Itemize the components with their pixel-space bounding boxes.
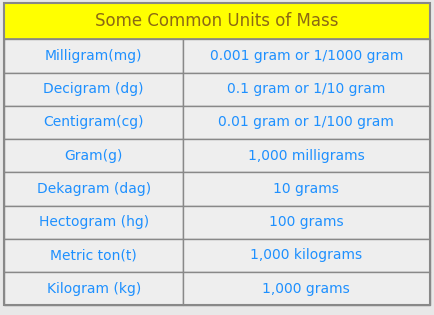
Text: 1,000 grams: 1,000 grams [263, 282, 350, 295]
Bar [4, 239, 183, 272]
Bar [183, 239, 430, 272]
Text: 1,000 kilograms: 1,000 kilograms [250, 249, 362, 262]
Text: 0.01 gram or 1/100 gram: 0.01 gram or 1/100 gram [218, 116, 394, 129]
Text: 0.001 gram or 1/1000 gram: 0.001 gram or 1/1000 gram [210, 49, 403, 63]
Text: Centigram(cg): Centigram(cg) [43, 116, 144, 129]
Bar [4, 139, 183, 172]
Text: Kilogram (kg): Kilogram (kg) [46, 282, 141, 295]
Bar [183, 139, 430, 172]
Text: Hectogram (hg): Hectogram (hg) [39, 215, 149, 229]
Text: Milligram(mg): Milligram(mg) [45, 49, 142, 63]
Text: Dekagram (dag): Dekagram (dag) [36, 182, 151, 196]
Text: Decigram (dg): Decigram (dg) [43, 82, 144, 96]
Bar [183, 73, 430, 106]
Bar [4, 172, 183, 205]
Bar [4, 272, 183, 305]
Text: 0.1 gram or 1/10 gram: 0.1 gram or 1/10 gram [227, 82, 385, 96]
Text: 100 grams: 100 grams [269, 215, 344, 229]
Bar [4, 39, 183, 73]
Bar [4, 106, 183, 139]
Text: 10 grams: 10 grams [273, 182, 339, 196]
Bar [183, 172, 430, 205]
Text: Metric ton(t): Metric ton(t) [50, 249, 137, 262]
Bar [183, 106, 430, 139]
Bar [183, 39, 430, 73]
Bar [183, 272, 430, 305]
Text: 1,000 milligrams: 1,000 milligrams [248, 149, 365, 163]
Text: Gram(g): Gram(g) [65, 149, 123, 163]
Bar [183, 205, 430, 239]
Bar [4, 3, 430, 39]
Text: Some Common Units of Mass: Some Common Units of Mass [95, 12, 339, 30]
Bar [4, 73, 183, 106]
Bar [4, 205, 183, 239]
